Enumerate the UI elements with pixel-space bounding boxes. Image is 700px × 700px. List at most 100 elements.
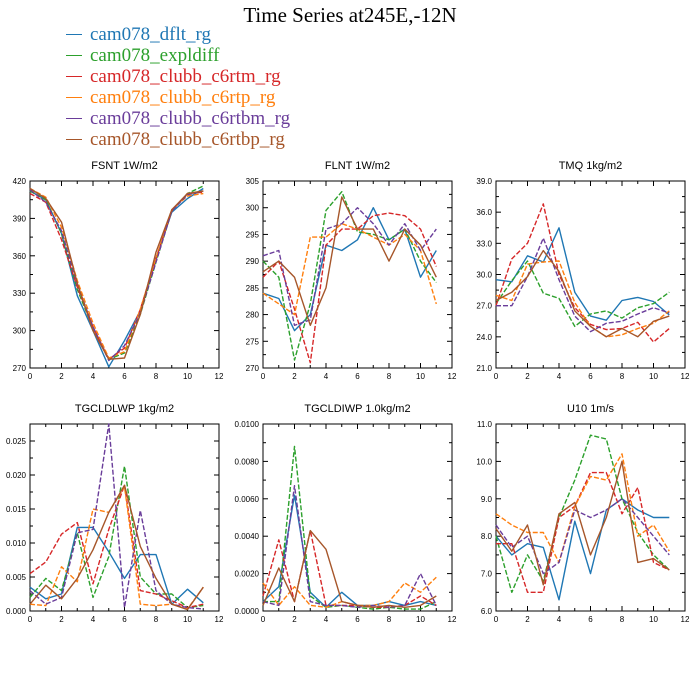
- legend-swatch: [66, 118, 82, 119]
- x-tick-label: 0: [28, 615, 33, 624]
- series-line-cam078-clubb-c6rtbp-rg: [29, 187, 204, 360]
- legend-label: cam078_expldiff: [90, 45, 220, 66]
- series-line-cam078-clubb-c6rtm-rg: [495, 203, 670, 343]
- panel-u10: U10 1m/s 0 2 4 6 8 10 12 6.0 7.0 8.0 9.0 10.0 11.0: [476, 403, 690, 624]
- x-tick-label: 10: [649, 372, 658, 381]
- y-tick-label: 420: [13, 177, 27, 186]
- x-tick-label: 12: [681, 372, 690, 381]
- legend-label: cam078_clubb_c6rtbp_rg: [90, 129, 285, 150]
- y-tick-label: 280: [246, 311, 260, 320]
- series-line-cam078-expldiff: [29, 465, 204, 609]
- series-line-cam078-dflt-rg: [495, 227, 670, 321]
- legend-swatch: [66, 97, 82, 98]
- x-tick-label: 6: [588, 615, 593, 624]
- series-line-cam078-clubb-c6rtp-rg: [262, 222, 437, 316]
- x-tick-label: 8: [154, 615, 159, 624]
- x-tick-label: 4: [91, 372, 96, 381]
- x-tick-label: 6: [588, 372, 593, 381]
- x-tick-label: 2: [292, 372, 297, 381]
- x-tick-label: 0: [494, 615, 499, 624]
- legend-swatch: [66, 139, 82, 140]
- x-tick-label: 10: [416, 372, 425, 381]
- y-tick-label: 275: [246, 337, 260, 346]
- y-tick-label: 9.0: [481, 495, 493, 504]
- x-tick-label: 0: [261, 615, 266, 624]
- x-tick-label: 10: [416, 615, 425, 624]
- series-line-cam078-clubb-c6rtp-rg: [29, 485, 204, 610]
- x-tick-label: 12: [215, 372, 224, 381]
- y-tick-label: 10.0: [476, 457, 492, 466]
- series-line-cam078-clubb-c6rtbp-rg: [495, 249, 670, 338]
- y-tick-label: 33.0: [476, 239, 492, 248]
- series-line-cam078-expldiff: [495, 434, 670, 593]
- legend-swatch: [66, 34, 82, 35]
- y-tick-label: 21.0: [476, 364, 492, 373]
- series-line-cam078-clubb-c6rtm-rg: [262, 529, 437, 608]
- x-tick-label: 8: [154, 372, 159, 381]
- panel-tgcldlwp: TGCLDLWP 1kg/m2 0 2 4 6 8 10 12 0.000 0.005 0.010 0…: [6, 403, 224, 624]
- x-tick-label: 10: [183, 615, 192, 624]
- y-tick-label: 0.015: [6, 505, 27, 514]
- y-tick-label: 285: [246, 284, 260, 293]
- series-line-cam078-clubb-c6rtbm-rg: [496, 237, 670, 333]
- x-tick-label: 0: [28, 372, 33, 381]
- x-tick-label: 8: [387, 372, 392, 381]
- y-tick-label: 0.005: [6, 573, 27, 582]
- legend-label: cam078_clubb_c6rtm_rg: [90, 66, 281, 87]
- panel-flnt: FLNT 1W/m2 0 2 4 6 8 10 12 270 275 280 285 290 295 300…: [246, 160, 457, 381]
- x-tick-label: 12: [448, 372, 457, 381]
- x-tick-label: 4: [324, 372, 329, 381]
- y-tick-label: 0.000: [6, 607, 27, 616]
- plot-frame: [29, 423, 220, 612]
- series-line-cam078-clubb-c6rtbp-rg: [262, 196, 437, 326]
- x-tick-label: 4: [557, 615, 562, 624]
- x-tick-label: 2: [525, 615, 530, 624]
- y-tick-label: 0.0000: [235, 607, 260, 616]
- y-tick-label: 24.0: [476, 333, 492, 342]
- y-tick-label: 11.0: [477, 420, 493, 429]
- x-tick-label: 8: [620, 372, 625, 381]
- x-tick-label: 4: [324, 615, 329, 624]
- legend-swatch: [66, 76, 82, 77]
- x-tick-label: 12: [448, 615, 457, 624]
- y-tick-label: 0.0040: [235, 532, 260, 541]
- x-tick-label: 6: [355, 615, 360, 624]
- x-tick-label: 0: [494, 372, 499, 381]
- y-tick-label: 300: [13, 327, 27, 336]
- y-tick-label: 330: [13, 289, 27, 298]
- series-line-cam078-clubb-c6rtm-rg: [262, 212, 437, 364]
- x-tick-label: 12: [681, 615, 690, 624]
- y-tick-label: 295: [246, 230, 260, 239]
- y-tick-label: 0.0060: [235, 495, 260, 504]
- x-tick-label: 6: [355, 372, 360, 381]
- panel-title: TGCLDLWP 1kg/m2: [75, 403, 174, 415]
- y-tick-label: 360: [13, 252, 27, 261]
- x-tick-label: 2: [292, 615, 297, 624]
- panel-title: FLNT 1W/m2: [325, 160, 390, 172]
- y-tick-label: 39.0: [476, 177, 492, 186]
- series-line-cam078-clubb-c6rtbp-rg: [262, 529, 437, 608]
- y-tick-label: 0.0080: [235, 457, 260, 466]
- series-line-cam078-clubb-c6rtbp-rg: [495, 460, 670, 586]
- y-tick-label: 36.0: [476, 208, 492, 217]
- panel-fsnt: FSNT 1W/m2 0 2 4 6 8 10 12 270 300 330 360 390 420: [13, 160, 224, 381]
- y-tick-label: 8.0: [481, 532, 493, 541]
- x-tick-label: 2: [525, 372, 530, 381]
- legend-label: cam078_dflt_rg: [90, 24, 212, 45]
- series-line-cam078-clubb-c6rtm-rg: [29, 191, 204, 360]
- series-line-cam078-clubb-c6rtm-rg: [29, 484, 204, 609]
- legend-label: cam078_clubb_c6rtp_rg: [90, 87, 276, 108]
- x-tick-label: 8: [620, 615, 625, 624]
- y-tick-label: 27.0: [476, 302, 492, 311]
- x-tick-label: 12: [215, 615, 224, 624]
- panel-title: FSNT 1W/m2: [91, 160, 157, 172]
- panel-title: U10 1m/s: [567, 403, 615, 415]
- series-line-cam078-dflt-rg: [495, 498, 670, 601]
- y-tick-label: 0.010: [6, 539, 27, 548]
- series-line-cam078-clubb-c6rtbm-rg: [495, 498, 670, 575]
- series-line-cam078-expldiff: [262, 190, 437, 361]
- series-line-cam078-expldiff: [495, 260, 670, 328]
- x-tick-label: 10: [183, 372, 192, 381]
- panel-tgcldiwp: TGCLDIWP 1.0kg/m2 0 2 4 6 8 10 12 0.0000 0.0020 0.…: [235, 403, 457, 624]
